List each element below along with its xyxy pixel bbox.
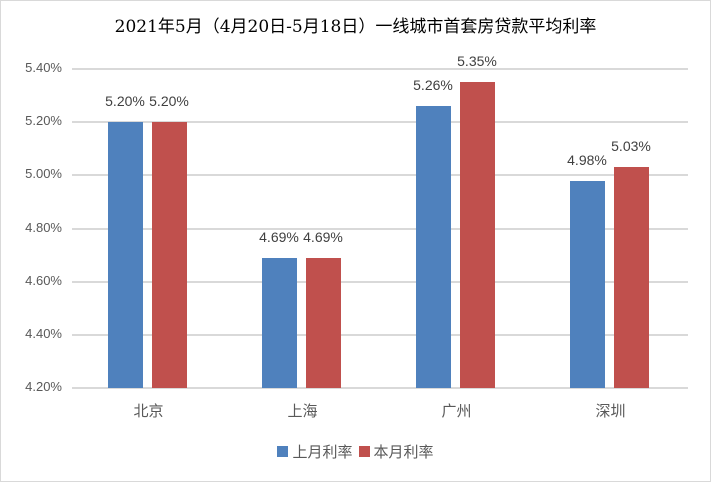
bar — [107, 122, 143, 388]
y-tick-label: 5.40% — [25, 60, 62, 75]
bar — [305, 257, 341, 388]
legend-item-last-month: 上月利率 — [277, 441, 353, 462]
chart-title: 2021年5月（4月20日-5月18日）一线城市首套房贷款平均利率 — [114, 17, 597, 37]
data-label: 5.35% — [457, 53, 497, 70]
data-label: 4.69% — [259, 228, 299, 245]
bar — [261, 257, 297, 388]
legend-swatch-icon — [358, 446, 370, 457]
gridline — [72, 227, 688, 230]
y-tick-label: 5.20% — [25, 113, 62, 129]
data-label: 5.20% — [105, 93, 145, 110]
x-category-label: 广州 — [441, 402, 472, 420]
gridline — [72, 121, 688, 124]
legend-item-this-month: 本月利率 — [358, 441, 434, 462]
bar — [569, 180, 605, 388]
y-tick-label: 4.60% — [25, 272, 62, 288]
data-label: 5.26% — [413, 77, 453, 94]
data-label: 5.03% — [611, 138, 651, 155]
legend-label: 上月利率 — [292, 443, 353, 461]
bar — [151, 122, 187, 388]
data-label: 5.20% — [149, 93, 189, 110]
gridline — [72, 68, 688, 70]
gridline — [72, 174, 688, 177]
legend-label: 本月利率 — [373, 443, 434, 461]
y-tick-label: 4.40% — [25, 325, 62, 341]
data-label: 4.98% — [567, 151, 607, 168]
gridline — [72, 333, 688, 336]
x-category-label: 深圳 — [595, 402, 626, 420]
bar — [613, 167, 649, 388]
data-label: 4.69% — [303, 228, 343, 245]
legend: 上月利率 本月利率 — [0, 441, 711, 462]
legend-swatch-icon — [277, 446, 289, 457]
y-tick-label: 5.00% — [25, 166, 62, 182]
x-category-label: 上海 — [287, 402, 318, 420]
bar — [459, 82, 495, 388]
x-category-label: 北京 — [133, 402, 164, 420]
y-tick-label: 4.80% — [25, 219, 62, 235]
gridline — [72, 280, 688, 283]
y-tick-label: 4.20% — [25, 379, 62, 394]
bar — [415, 106, 451, 388]
gridline — [72, 387, 688, 389]
